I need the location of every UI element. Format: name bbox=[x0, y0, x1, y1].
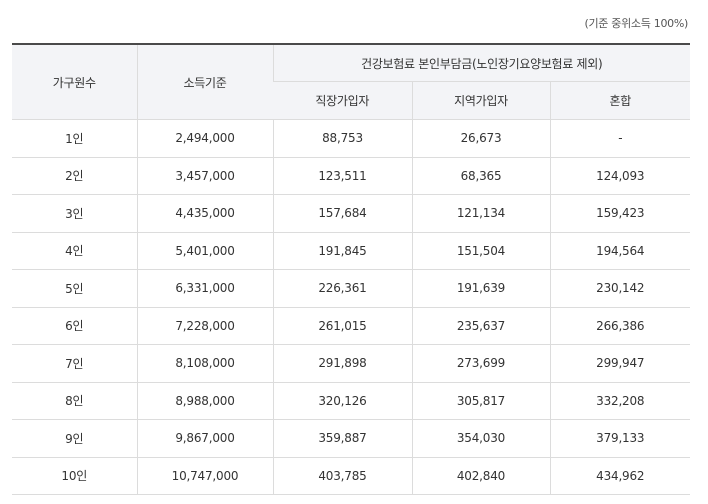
cell-income: 7,228,000 bbox=[136, 307, 273, 345]
table-header: 가구원수 소득기준 건강보험료 본인부담금(노인장기요양보험료 제외) 직장가입… bbox=[12, 43, 691, 120]
cell-household: 5인 bbox=[12, 269, 137, 308]
cell-household: 1인 bbox=[12, 119, 137, 158]
cell-regional: 191,639 bbox=[411, 269, 550, 308]
cell-household: 2인 bbox=[12, 157, 137, 195]
table-row: 2인 3,457,000 123,511 68,365 124,093 bbox=[12, 157, 691, 195]
cell-regional: 354,030 bbox=[411, 419, 550, 458]
cell-regional: 26,673 bbox=[411, 119, 550, 158]
table-row: 10인 10,747,000 403,785 402,840 434,962 bbox=[12, 457, 691, 495]
cell-household: 7인 bbox=[12, 344, 137, 383]
cell-mixed: 124,093 bbox=[549, 157, 691, 195]
cell-household: 6인 bbox=[12, 307, 137, 345]
cell-income: 9,867,000 bbox=[136, 419, 273, 458]
cell-income: 4,435,000 bbox=[136, 194, 273, 233]
cell-mixed: - bbox=[549, 119, 691, 158]
header-premium-group: 건강보험료 본인부담금(노인장기요양보험료 제외) bbox=[272, 43, 691, 82]
header-household: 가구원수 bbox=[12, 43, 137, 120]
table-row: 1인 2,494,000 88,753 26,673- bbox=[12, 119, 691, 158]
header-mixed: 혼합 bbox=[549, 81, 691, 120]
income-premium-table: 가구원수 소득기준 건강보험료 본인부담금(노인장기요양보험료 제외) 직장가입… bbox=[12, 43, 691, 495]
cell-regional: 402,840 bbox=[411, 457, 550, 495]
cell-employee: 226,361 bbox=[272, 269, 412, 308]
table-body: 1인 2,494,000 88,753 26,673-2인 3,457,000 123,5… bbox=[12, 119, 691, 495]
cell-income: 8,108,000 bbox=[136, 344, 273, 383]
cell-household: 4인 bbox=[12, 232, 137, 270]
table-row: 4인 5,401,000 191,845 151,504 194,564 bbox=[12, 232, 691, 270]
cell-income: 6,331,000 bbox=[136, 269, 273, 308]
cell-employee: 88,753 bbox=[272, 119, 412, 158]
cell-mixed: 159,423 bbox=[549, 194, 691, 233]
table-row: 5인 6,331,000 226,361 191,639 230,142 bbox=[12, 269, 691, 308]
cell-employee: 261,015 bbox=[272, 307, 412, 345]
cell-mixed: 194,564 bbox=[549, 232, 691, 270]
table-row: 3인 4,435,000 157,684 121,134 159,423 bbox=[12, 194, 691, 233]
cell-household: 3인 bbox=[12, 194, 137, 233]
header-regional: 지역가입자 bbox=[411, 81, 550, 120]
table-row: 6인 7,228,000 261,015 235,637 266,386 bbox=[12, 307, 691, 345]
cell-mixed: 266,386 bbox=[549, 307, 691, 345]
cell-regional: 235,637 bbox=[411, 307, 550, 345]
cell-income: 3,457,000 bbox=[136, 157, 273, 195]
header-income: 소득기준 bbox=[136, 43, 273, 120]
cell-income: 8,988,000 bbox=[136, 382, 273, 420]
cell-employee: 403,785 bbox=[272, 457, 412, 495]
cell-regional: 121,134 bbox=[411, 194, 550, 233]
table-row: 9인 9,867,000 359,887 354,030 379,133 bbox=[12, 419, 691, 458]
cell-employee: 123,511 bbox=[272, 157, 412, 195]
cell-income: 5,401,000 bbox=[136, 232, 273, 270]
cell-regional: 68,365 bbox=[411, 157, 550, 195]
cell-regional: 273,699 bbox=[411, 344, 550, 383]
cell-employee: 320,126 bbox=[272, 382, 412, 420]
header-employee: 직장가입자 bbox=[273, 81, 412, 120]
cell-employee: 359,887 bbox=[272, 419, 412, 458]
cell-mixed: 434,962 bbox=[549, 457, 691, 495]
cell-household: 9인 bbox=[12, 419, 137, 458]
cell-regional: 151,504 bbox=[411, 232, 550, 270]
cell-employee: 191,845 bbox=[272, 232, 412, 270]
table-row: 7인 8,108,000 291,898 273,699 299,947 bbox=[12, 344, 691, 383]
cell-mixed: 332,208 bbox=[549, 382, 691, 420]
cell-regional: 305,817 bbox=[411, 382, 550, 420]
cell-mixed: 299,947 bbox=[549, 344, 691, 383]
table-note: (기준 중위소득 100%) bbox=[584, 17, 688, 30]
table-row: 8인 8,988,000 320,126 305,817 332,208 bbox=[12, 382, 691, 420]
cell-household: 10인 bbox=[12, 457, 137, 495]
cell-employee: 291,898 bbox=[272, 344, 412, 383]
cell-income: 10,747,000 bbox=[136, 457, 273, 495]
cell-household: 8인 bbox=[12, 382, 137, 420]
cell-employee: 157,684 bbox=[272, 194, 412, 233]
cell-mixed: 230,142 bbox=[549, 269, 691, 308]
cell-income: 2,494,000 bbox=[136, 119, 273, 158]
cell-mixed: 379,133 bbox=[549, 419, 691, 458]
